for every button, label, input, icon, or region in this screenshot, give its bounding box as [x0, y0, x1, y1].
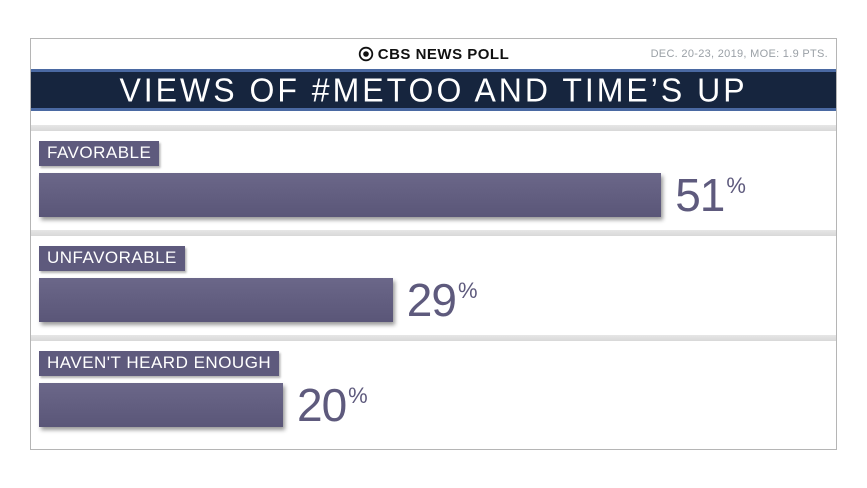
bar-label: UNFAVORABLE [39, 246, 185, 271]
brand: CBS NEWS POLL [358, 46, 510, 63]
poll-graphic-frame: CBS NEWS POLL DEC. 20-23, 2019, MOE: 1.9… [30, 38, 837, 450]
row-separator [31, 125, 836, 131]
chart-title: VIEWS OF #METOO AND TIME’S UP [119, 70, 748, 109]
bar-value: 51% [675, 169, 746, 221]
bar-row-3: HAVEN'T HEARD ENOUGH 20% [31, 335, 836, 440]
row-separator [31, 230, 836, 236]
poll-date-moe: DEC. 20-23, 2019, MOE: 1.9 PTS. [650, 48, 828, 60]
bar [39, 383, 283, 427]
cbs-eye-icon [358, 46, 374, 62]
bar-value: 29% [406, 274, 478, 326]
title-bar: VIEWS OF #METOO AND TIME’S UP [31, 69, 836, 111]
bar-value: 20% [297, 379, 368, 431]
chart-rows: FAVORABLE 51% UNFAVORABLE 29% HAVEN'T HEARD … [31, 111, 836, 440]
bar-label: HAVEN'T HEARD ENOUGH [39, 351, 280, 376]
bar-row-1: FAVORABLE 51% [31, 125, 836, 230]
bar-label: FAVORABLE [39, 141, 160, 166]
row-separator [31, 335, 836, 341]
bar-row-2: UNFAVORABLE 29% [31, 230, 836, 335]
bar [39, 278, 393, 322]
header-row: CBS NEWS POLL DEC. 20-23, 2019, MOE: 1.9… [31, 39, 836, 69]
brand-label: CBS NEWS POLL [377, 45, 510, 63]
bar [39, 173, 662, 217]
